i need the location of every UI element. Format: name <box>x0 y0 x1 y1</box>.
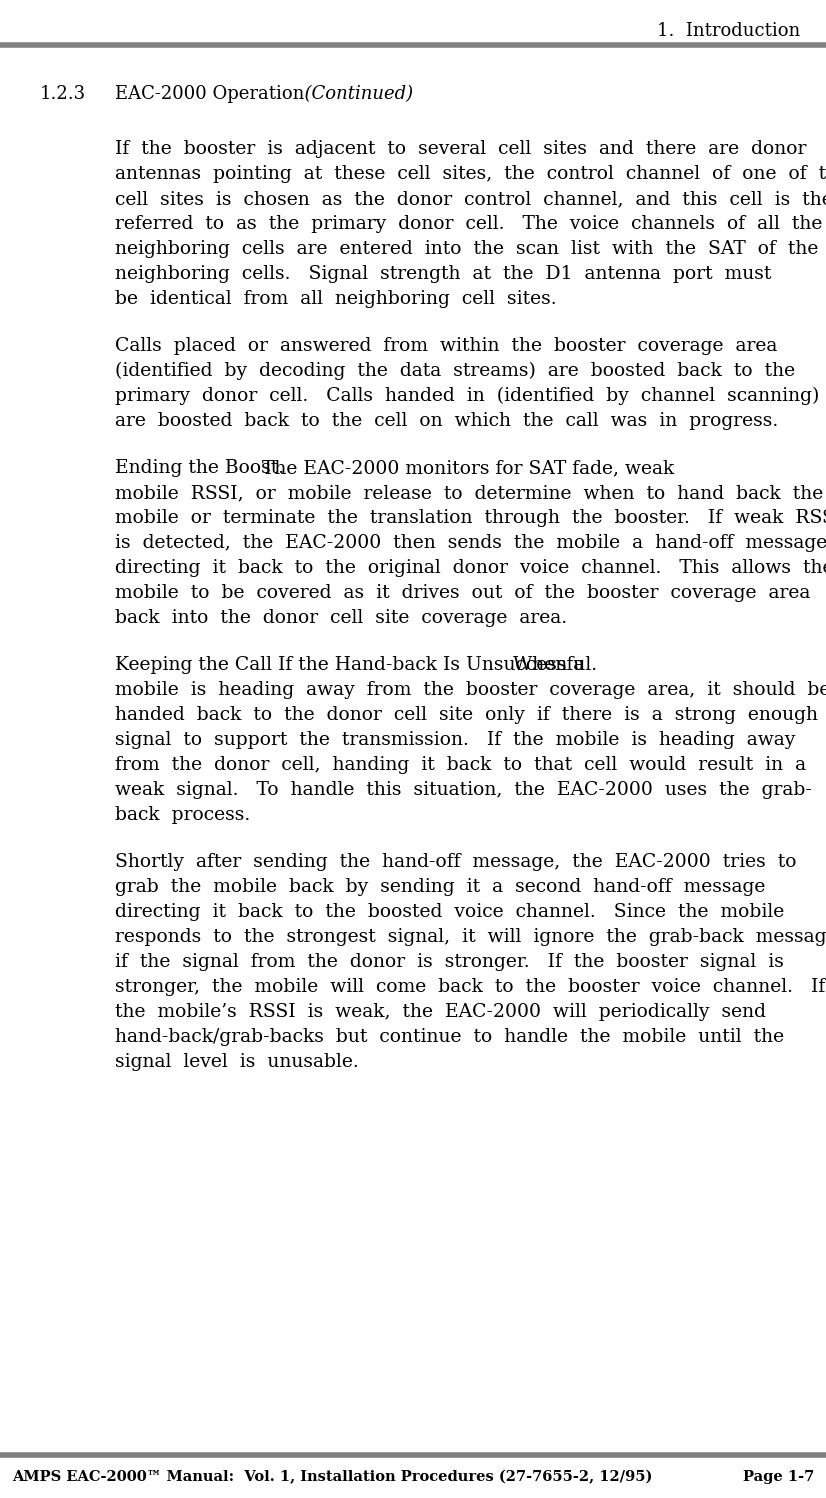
Text: handed  back  to  the  donor  cell  site  only  if  there  is  a  strong  enough: handed back to the donor cell site only … <box>115 706 818 724</box>
Text: is  detected,  the  EAC-2000  then  sends  the  mobile  a  hand-off  message: is detected, the EAC-2000 then sends the… <box>115 533 826 551</box>
Text: back  into  the  donor  cell  site  coverage  area.: back into the donor cell site coverage a… <box>115 610 567 628</box>
Text: Calls  placed  or  answered  from  within  the  booster  coverage  area: Calls placed or answered from within the… <box>115 337 777 355</box>
Text: directing  it  back  to  the  original  donor  voice  channel.   This  allows  t: directing it back to the original donor … <box>115 559 826 577</box>
Text: (identified  by  decoding  the  data  streams)  are  boosted  back  to  the: (identified by decoding the data streams… <box>115 363 795 380</box>
Text: neighboring  cells  are  entered  into  the  scan  list  with  the  SAT  of  the: neighboring cells are entered into the s… <box>115 240 819 258</box>
Text: weak  signal.   To  handle  this  situation,  the  EAC-2000  uses  the  grab-: weak signal. To handle this situation, t… <box>115 780 812 798</box>
Text: AMPS EAC-2000™ Manual:  Vol. 1, Installation Procedures (27-7655-2, 12/95): AMPS EAC-2000™ Manual: Vol. 1, Installat… <box>12 1470 653 1485</box>
Text: 1.2.3: 1.2.3 <box>40 85 86 103</box>
Text: grab  the  mobile  back  by  sending  it  a  second  hand-off  message: grab the mobile back by sending it a sec… <box>115 878 766 896</box>
Text: Page 1-7: Page 1-7 <box>743 1470 814 1485</box>
Text: responds  to  the  strongest  signal,  it  will  ignore  the  grab-back  message: responds to the strongest signal, it wil… <box>115 927 826 947</box>
Text: the  mobile’s  RSSI  is  weak,  the  EAC-2000  will  periodically  send: the mobile’s RSSI is weak, the EAC-2000 … <box>115 1004 766 1022</box>
Text: directing  it  back  to  the  boosted  voice  channel.   Since  the  mobile: directing it back to the boosted voice c… <box>115 903 784 921</box>
Text: mobile  or  terminate  the  translation  through  the  booster.   If  weak  RSSI: mobile or terminate the translation thro… <box>115 509 826 527</box>
Text: stronger,  the  mobile  will  come  back  to  the  booster  voice  channel.   If: stronger, the mobile will come back to t… <box>115 978 825 996</box>
Text: Keeping the Call If the Hand-back Is Unsuccessful.: Keeping the Call If the Hand-back Is Uns… <box>115 656 597 674</box>
Text: Ending the Boost.: Ending the Boost. <box>115 458 284 476</box>
Text: mobile  is  heading  away  from  the  booster  coverage  area,  it  should  be: mobile is heading away from the booster … <box>115 682 826 700</box>
Text: The EAC-2000 monitors for SAT fade, weak: The EAC-2000 monitors for SAT fade, weak <box>244 458 675 476</box>
Text: 1.  Introduction: 1. Introduction <box>657 22 800 40</box>
Text: if  the  signal  from  the  donor  is  stronger.   If  the  booster  signal  is: if the signal from the donor is stronger… <box>115 953 784 971</box>
Text: When a: When a <box>495 656 584 674</box>
Text: antennas  pointing  at  these  cell  sites,  the  control  channel  of  one  of : antennas pointing at these cell sites, t… <box>115 165 826 183</box>
Text: from  the  donor  cell,  handing  it  back  to  that  cell  would  result  in  a: from the donor cell, handing it back to … <box>115 756 806 774</box>
Text: (Continued): (Continued) <box>293 85 413 103</box>
Text: cell  sites  is  chosen  as  the  donor  control  channel,  and  this  cell  is : cell sites is chosen as the donor contro… <box>115 190 826 208</box>
Text: referred  to  as  the  primary  donor  cell.   The  voice  channels  of  all  th: referred to as the primary donor cell. T… <box>115 216 823 234</box>
Text: signal  to  support  the  transmission.   If  the  mobile  is  heading  away: signal to support the transmission. If t… <box>115 731 795 749</box>
Text: be  identical  from  all  neighboring  cell  sites.: be identical from all neighboring cell s… <box>115 291 557 309</box>
Text: Shortly  after  sending  the  hand-off  message,  the  EAC-2000  tries  to: Shortly after sending the hand-off messa… <box>115 852 796 870</box>
Text: EAC-2000 Operation: EAC-2000 Operation <box>115 85 304 103</box>
Text: hand-back/grab-backs  but  continue  to  handle  the  mobile  until  the: hand-back/grab-backs but continue to han… <box>115 1028 784 1046</box>
Text: signal  level  is  unusable.: signal level is unusable. <box>115 1053 358 1071</box>
Text: primary  donor  cell.   Calls  handed  in  (identified  by  channel  scanning): primary donor cell. Calls handed in (ide… <box>115 386 819 406</box>
Text: If  the  booster  is  adjacent  to  several  cell  sites  and  there  are  donor: If the booster is adjacent to several ce… <box>115 139 806 157</box>
Text: back  process.: back process. <box>115 806 250 824</box>
Text: neighboring  cells.   Signal  strength  at  the  D1  antenna  port  must: neighboring cells. Signal strength at th… <box>115 265 771 283</box>
Text: mobile  to  be  covered  as  it  drives  out  of  the  booster  coverage  area: mobile to be covered as it drives out of… <box>115 584 810 602</box>
Text: are  boosted  back  to  the  cell  on  which  the  call  was  in  progress.: are boosted back to the cell on which th… <box>115 412 778 430</box>
Text: mobile  RSSI,  or  mobile  release  to  determine  when  to  hand  back  the: mobile RSSI, or mobile release to determ… <box>115 484 824 502</box>
